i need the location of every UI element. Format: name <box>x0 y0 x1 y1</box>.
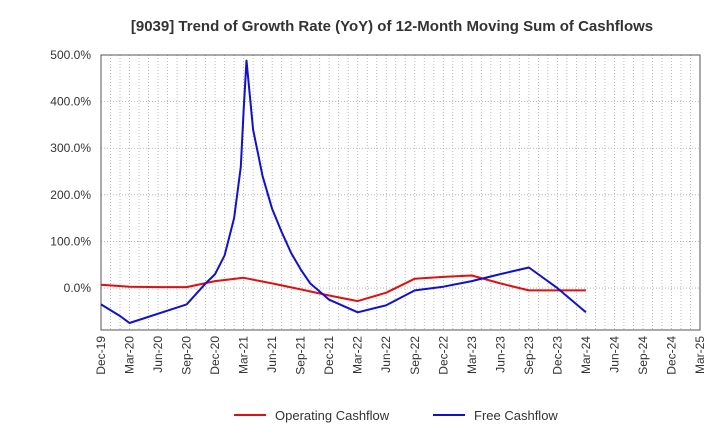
x-tick-label: Dec-21 <box>322 336 336 375</box>
x-tick-label: Dec-24 <box>664 336 678 375</box>
x-tick-label: Sep-20 <box>180 336 194 375</box>
plot-area <box>100 54 701 331</box>
legend-label-operating-cashflow: Operating Cashflow <box>275 408 390 423</box>
series-line-free-cashflow <box>100 59 587 324</box>
legend-label-free-cashflow: Free Cashflow <box>474 408 558 423</box>
x-tick-label: Jun-24 <box>607 336 621 373</box>
x-tick-label: Mar-23 <box>465 336 479 374</box>
x-tick-label: Jun-22 <box>379 336 393 373</box>
x-tick-label: Jun-21 <box>265 336 279 373</box>
x-tick-label: Mar-21 <box>237 336 251 374</box>
y-tick-label: 300.0% <box>50 141 91 155</box>
x-tick-label: Mar-22 <box>351 336 365 374</box>
x-tick-label: Dec-20 <box>208 336 222 375</box>
y-tick-label: 100.0% <box>50 234 91 248</box>
legend: Operating Cashflow Free Cashflow <box>234 408 558 423</box>
y-tick-label: 400.0% <box>50 95 91 109</box>
series-group <box>100 59 587 324</box>
chart-title: [9039] Trend of Growth Rate (YoY) of 12-… <box>131 18 653 35</box>
x-tick-label: Jun-23 <box>493 336 507 373</box>
grid <box>101 54 700 330</box>
x-tick-label: Mar-24 <box>579 336 593 374</box>
x-tick-label: Dec-22 <box>436 336 450 375</box>
y-tick-label: 0.0% <box>64 281 92 295</box>
y-tick-label: 200.0% <box>50 188 91 202</box>
x-tick-label: Jun-20 <box>151 336 165 373</box>
x-tick-label: Mar-25 <box>693 336 707 374</box>
y-axis: 0.0% 100.0% 200.0% 300.0% 400.0% 500.0% <box>50 48 91 295</box>
x-tick-label: Mar-20 <box>123 336 137 374</box>
x-tick-label: Sep-23 <box>522 336 536 375</box>
x-tick-label: Dec-23 <box>550 336 564 375</box>
series-line-operating-cashflow <box>100 274 586 303</box>
x-axis: Dec-19 Mar-20 Jun-20 Sep-20 Dec-20 Mar-21 Jun-… <box>94 336 707 375</box>
x-tick-label: Sep-21 <box>294 336 308 375</box>
y-tick-label: 500.0% <box>50 48 91 62</box>
x-tick-label: Sep-22 <box>408 336 422 375</box>
x-tick-label: Sep-24 <box>636 336 650 375</box>
x-tick-label: Dec-19 <box>94 336 108 375</box>
